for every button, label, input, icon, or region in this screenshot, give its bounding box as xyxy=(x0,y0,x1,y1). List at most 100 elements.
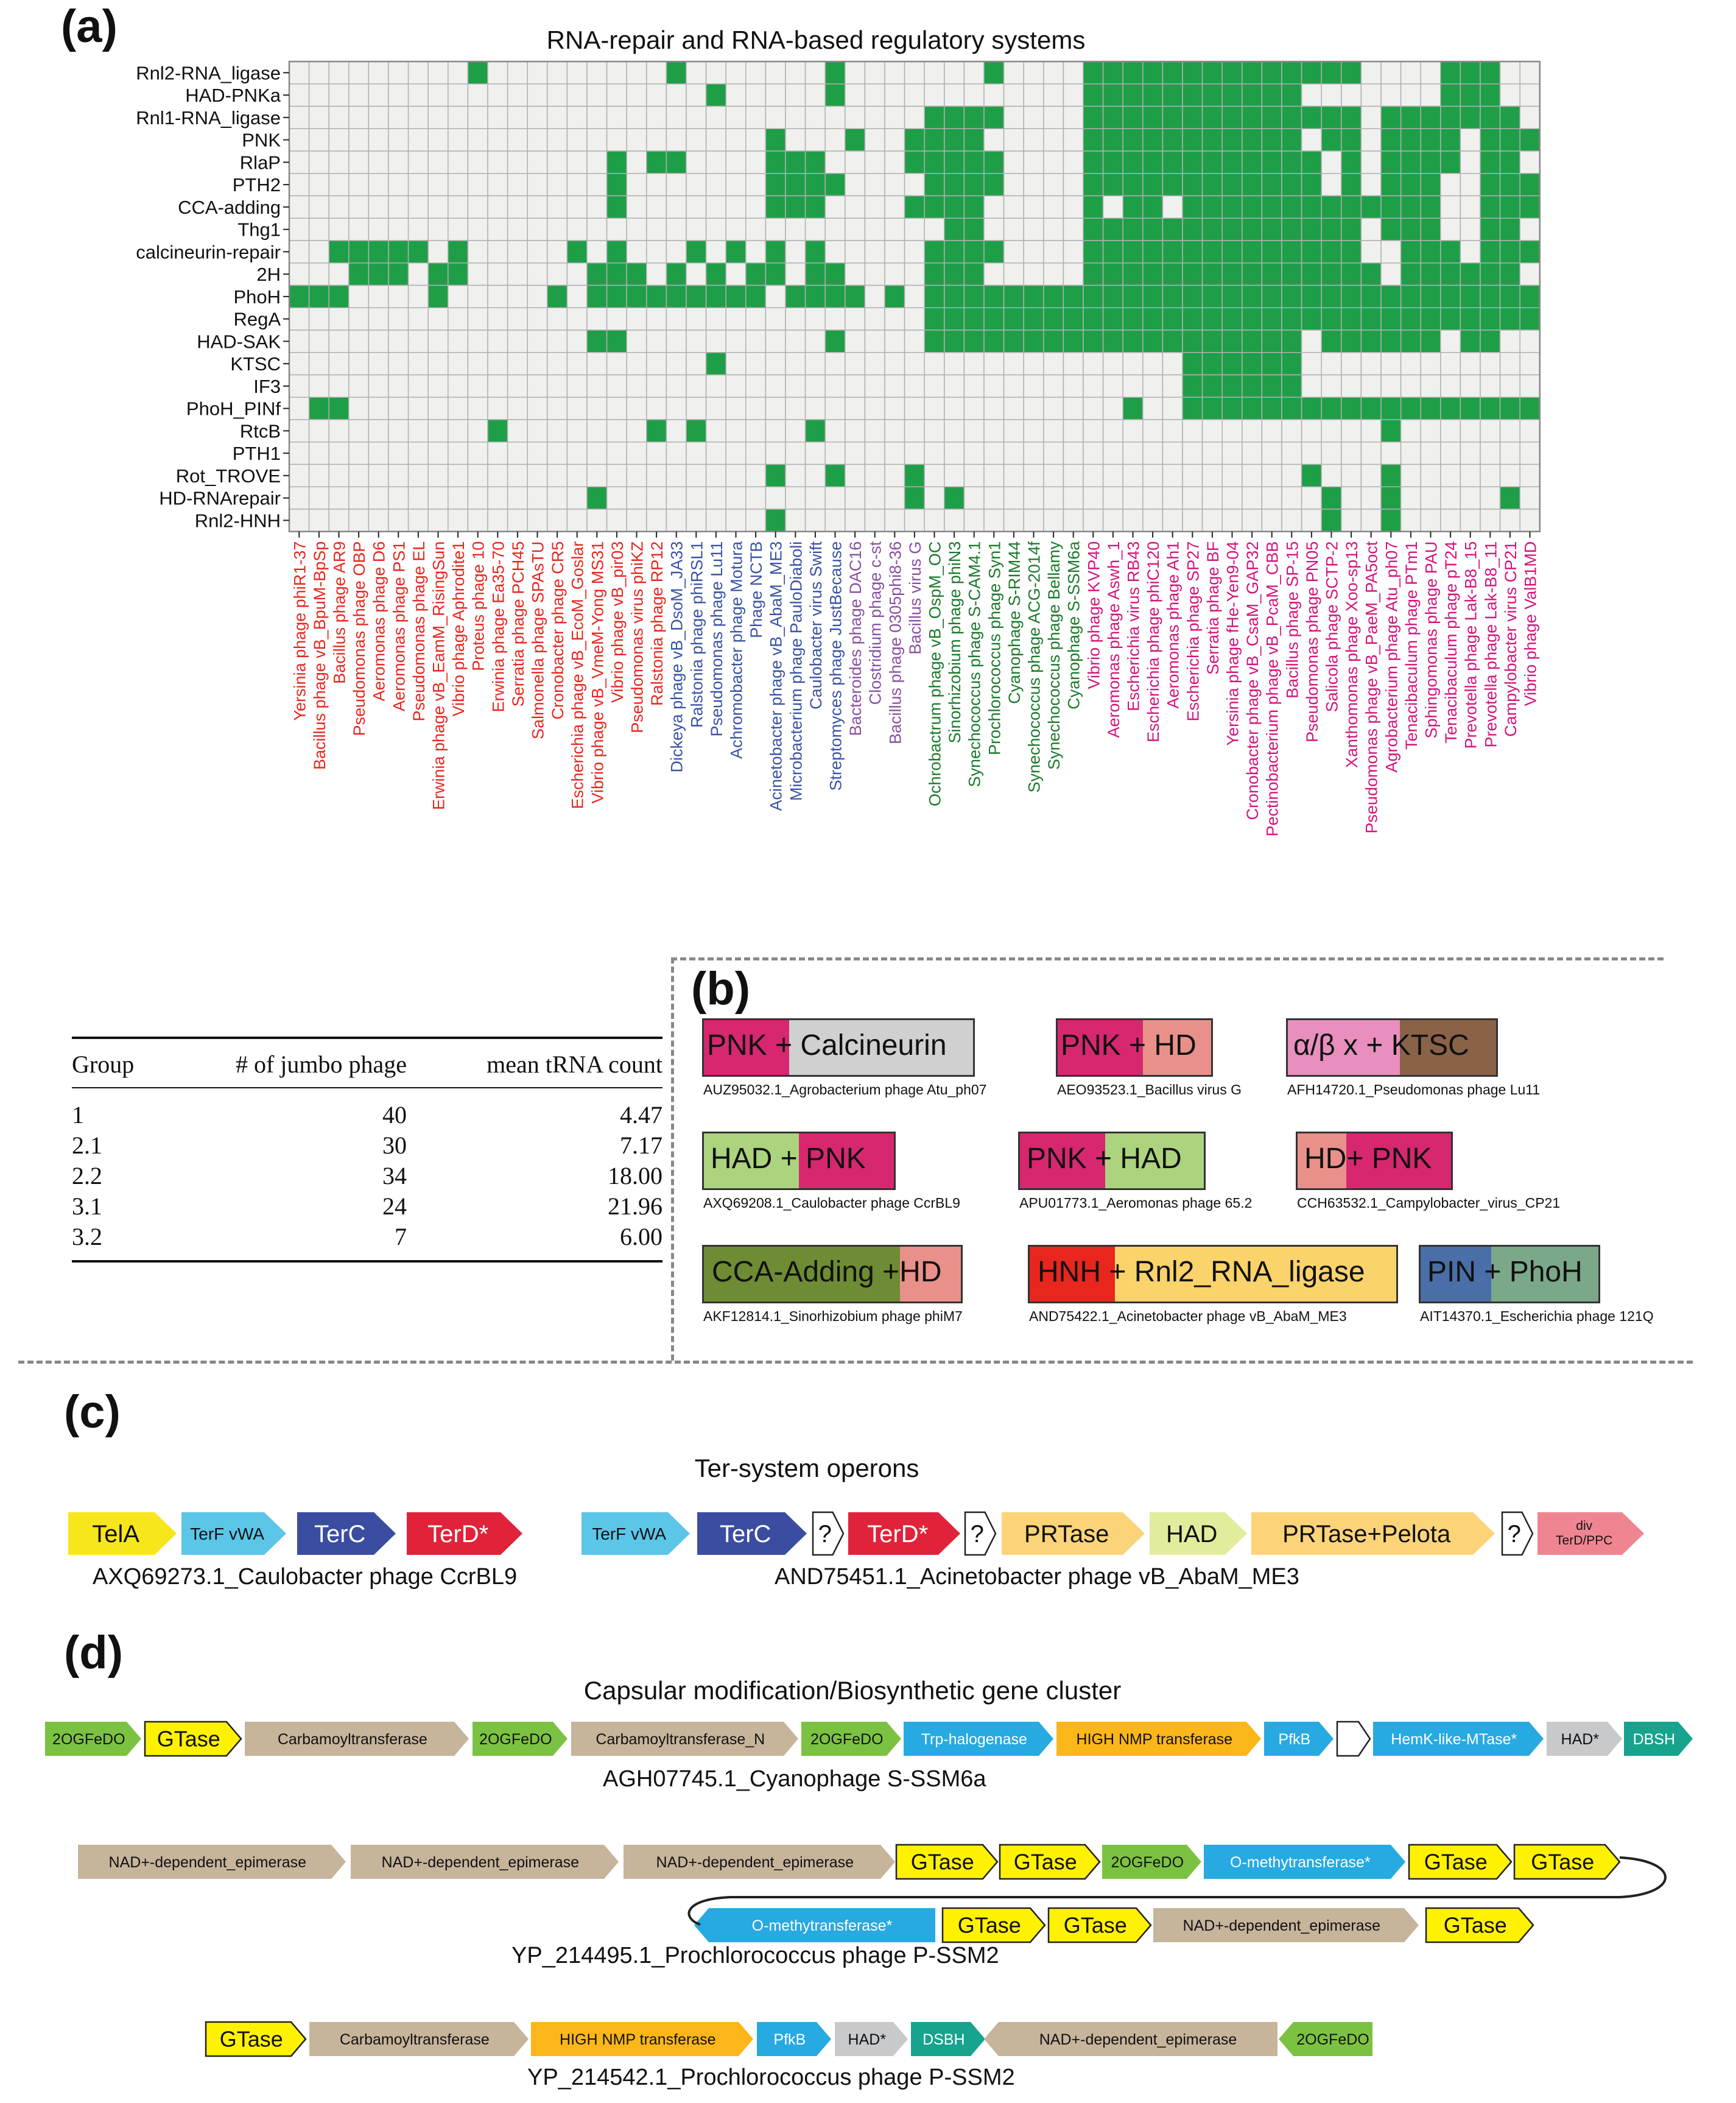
heatmap-cell-present xyxy=(924,307,945,331)
heatmap-cell-absent xyxy=(884,419,905,443)
heatmap-cell-present xyxy=(1023,329,1044,353)
gene-arrow: PfkB xyxy=(757,2022,831,2056)
heatmap-cell-absent xyxy=(824,396,846,420)
heatmap-cell-absent xyxy=(289,105,310,129)
heatmap-cell-present xyxy=(1162,284,1183,308)
heatmap-cell-present xyxy=(1162,61,1183,85)
heatmap-cell-present xyxy=(686,240,707,264)
heatmap-cell-present xyxy=(1003,284,1024,308)
heatmap-cell-absent xyxy=(507,442,528,465)
heatmap-cell-absent xyxy=(745,240,767,264)
heatmap-cell-absent xyxy=(686,463,707,487)
gene-arrow: HAD* xyxy=(1547,1722,1622,1756)
heatmap-cell-present xyxy=(686,419,707,443)
heatmap-cell-absent xyxy=(963,374,985,398)
heatmap-cell-present xyxy=(1440,262,1461,286)
heatmap-cell-present xyxy=(606,284,627,308)
gene-shape xyxy=(1336,1721,1371,1757)
heatmap-cell-present xyxy=(1162,150,1183,174)
heatmap-cell-absent xyxy=(566,329,588,353)
heatmap-cell-present xyxy=(1122,128,1144,152)
heatmap-cell-absent xyxy=(666,173,687,197)
heatmap-cell-absent xyxy=(308,83,329,107)
heatmap-cell-absent xyxy=(1122,419,1144,443)
heatmap-cell-absent xyxy=(745,217,767,241)
heatmap-cell-present xyxy=(1221,396,1243,420)
heatmap-cell-present xyxy=(1182,262,1203,286)
heatmap-cell-absent xyxy=(1480,419,1501,443)
heatmap-cell-absent xyxy=(1063,195,1084,219)
heatmap-cell-present xyxy=(963,128,985,152)
heatmap-cell-absent xyxy=(686,262,707,286)
heatmap-cell-present xyxy=(1182,105,1203,129)
heatmap-cell-absent xyxy=(1003,419,1024,443)
heatmap-cell-present xyxy=(1480,217,1501,241)
heatmap-cell-present xyxy=(1221,352,1243,376)
gene-arrow: HAD* xyxy=(835,2022,908,2056)
heatmap-cell-present xyxy=(1261,329,1282,353)
heatmap-cell-present xyxy=(1400,128,1421,152)
heatmap-cell-absent xyxy=(427,240,449,264)
heatmap-cell-absent xyxy=(368,419,389,443)
heatmap-cell-absent xyxy=(566,307,588,331)
heatmap-cell-absent xyxy=(666,83,687,107)
heatmap-cell-present xyxy=(963,240,985,264)
heatmap-cell-present xyxy=(1360,307,1382,331)
heatmap-cell-absent xyxy=(1400,352,1421,376)
heatmap-cell-absent xyxy=(547,150,568,174)
heatmap-cell-absent xyxy=(586,463,608,487)
heatmap-cell-absent xyxy=(1440,374,1461,398)
heatmap-cell-present xyxy=(427,262,449,286)
gene-arrow: PfkB xyxy=(1264,1722,1334,1756)
gene-arrow: DSBH xyxy=(911,2022,985,2056)
heatmap-cell-absent xyxy=(547,374,568,398)
heatmap-cell-absent xyxy=(864,352,885,376)
heatmap-cell-present xyxy=(1281,173,1302,197)
heatmap-cell-present xyxy=(1201,195,1223,219)
heatmap-cell-absent xyxy=(407,195,429,219)
heatmap-cell-absent xyxy=(1003,150,1024,174)
heatmap-cell-present xyxy=(1083,217,1104,241)
heatmap-cell-absent xyxy=(1519,352,1541,376)
heatmap-cell-absent xyxy=(586,419,608,443)
panel-b-label: (b) xyxy=(691,963,751,1015)
heatmap-cell-absent xyxy=(388,128,409,152)
heatmap-cell-present xyxy=(1321,105,1342,129)
heatmap-cell-absent xyxy=(765,329,786,353)
heatmap-cell-present xyxy=(1341,105,1362,129)
gene-label: GTase xyxy=(1444,1913,1507,1938)
heatmap-cell-absent xyxy=(1341,374,1362,398)
heatmap-cell-absent xyxy=(1360,150,1382,174)
heatmap-cell-absent xyxy=(1400,61,1421,85)
heatmap-cell-absent xyxy=(705,307,726,331)
heatmap-cell-absent xyxy=(864,61,885,85)
heatmap-cell-absent xyxy=(1460,217,1481,241)
gene-arrow: GTase xyxy=(205,2021,307,2057)
heatmap-cell-absent xyxy=(407,329,429,353)
heatmap-cell-present xyxy=(1242,307,1263,331)
heatmap-cell-absent xyxy=(1360,442,1382,465)
heatmap-cell-absent xyxy=(328,419,350,443)
heatmap-cell-absent xyxy=(845,262,866,286)
heatmap-cell-present xyxy=(586,284,608,308)
gene-label: ? xyxy=(818,1521,832,1548)
heatmap-cell-present xyxy=(1480,329,1501,353)
gene-arrow: TerF vWA xyxy=(582,1512,690,1555)
heatmap-cell-absent xyxy=(1400,374,1421,398)
heatmap-cell-absent xyxy=(1499,61,1520,85)
gene-arrow: TerD* xyxy=(407,1512,522,1555)
heatmap-cell-present xyxy=(1420,240,1441,264)
bgc-title: Capsular modification/Biosynthetic gene … xyxy=(583,1676,1122,1705)
heatmap-cell-absent xyxy=(963,442,985,465)
gene-label: 2OGFeDO xyxy=(52,1731,125,1748)
heatmap-cell-present xyxy=(983,173,1005,197)
heatmap-cell-absent xyxy=(646,329,667,353)
panel-c-label: (c) xyxy=(64,1386,121,1438)
gene-label: PfkB xyxy=(1278,1731,1310,1748)
heatmap-cell-absent xyxy=(467,396,488,420)
heatmap-cell-absent xyxy=(944,396,965,420)
heatmap-cell-absent xyxy=(308,217,329,241)
gene-label: TerC xyxy=(314,1521,365,1548)
heatmap-cell-absent xyxy=(785,307,806,331)
heatmap-cell-present xyxy=(1380,128,1402,152)
